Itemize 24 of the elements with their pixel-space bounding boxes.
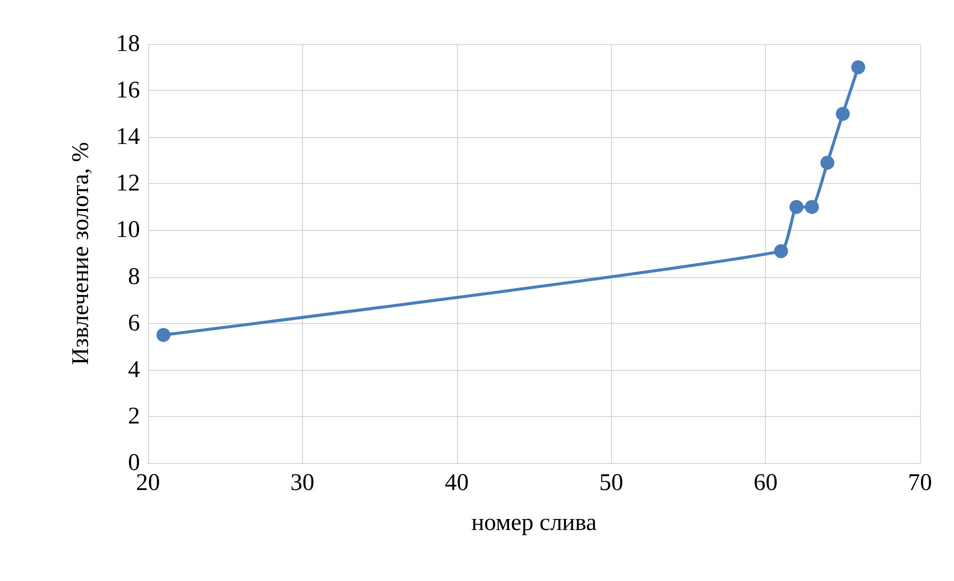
- y-tick-label: 6: [128, 310, 140, 336]
- point: [820, 156, 834, 170]
- y-tick-label: 14: [116, 124, 140, 150]
- x-tick-label: 40: [444, 470, 469, 496]
- point: [851, 60, 866, 74]
- y-tick-label: 8: [128, 264, 140, 290]
- y-tick-label: 10: [116, 217, 140, 244]
- point: [836, 106, 850, 121]
- y-tick-label: 2: [128, 403, 140, 430]
- x-axis-title: номер слива: [471, 510, 598, 536]
- point: [774, 244, 788, 258]
- y-tick-label: 18: [116, 31, 140, 57]
- y-tick-label: 12: [116, 170, 140, 197]
- y-tick-label: 4: [128, 356, 140, 383]
- point: [804, 200, 819, 214]
- x-tick-label: 50: [599, 470, 624, 496]
- point: [156, 328, 170, 342]
- y-axis-title: Извлечение золота, %: [68, 142, 94, 366]
- x-tick-label: 70: [908, 470, 932, 496]
- x-tick-label: 60: [754, 470, 778, 496]
- point: [789, 200, 804, 214]
- y-tick-label: 16: [116, 78, 140, 104]
- x-tick-label: 20: [136, 470, 160, 496]
- x-tick-label: 30: [290, 470, 314, 496]
